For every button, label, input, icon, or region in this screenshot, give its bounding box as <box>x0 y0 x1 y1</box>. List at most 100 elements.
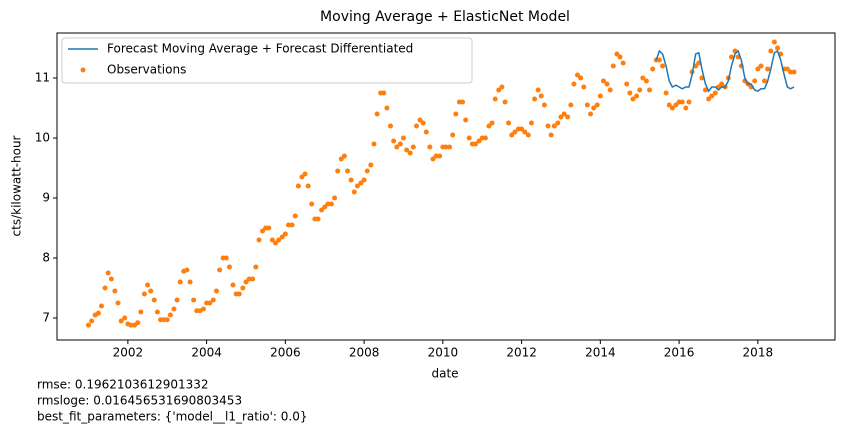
x-tick-label: 2004 <box>191 346 222 360</box>
observation-point <box>460 99 466 105</box>
legend-label: Observations <box>107 63 186 77</box>
observation-point <box>538 93 544 99</box>
observation-point <box>430 156 436 162</box>
forecast-line <box>655 49 795 93</box>
observation-point <box>174 297 180 303</box>
observation-point <box>535 87 541 93</box>
observation-point <box>108 276 114 282</box>
observation-point <box>164 317 170 323</box>
observation-point <box>345 168 351 174</box>
observation-point <box>482 135 488 141</box>
observation-point <box>525 132 531 138</box>
y-tick-label: 7 <box>42 310 50 324</box>
observation-point <box>167 312 173 318</box>
observation-point <box>322 204 328 210</box>
x-tick-label: 2012 <box>506 346 537 360</box>
chart-title: Moving Average + ElasticNet Model <box>320 9 570 25</box>
observation-point <box>292 213 298 219</box>
observation-point <box>561 111 567 117</box>
observation-point <box>151 297 157 303</box>
observation-point <box>187 279 193 285</box>
observation-point <box>295 183 301 189</box>
observation-point <box>400 135 406 141</box>
observation-point <box>506 120 512 126</box>
observation-point <box>512 129 518 135</box>
observation-point <box>98 303 104 309</box>
observation-point <box>509 132 515 138</box>
observation-point <box>466 135 472 141</box>
observation-point <box>358 180 364 186</box>
observation-point <box>565 114 571 120</box>
observation-point <box>755 66 761 72</box>
observation-point <box>663 90 669 96</box>
observation-point <box>666 102 672 108</box>
observation-point <box>571 81 577 87</box>
observation-point <box>374 111 380 117</box>
observation-point <box>368 162 374 168</box>
observation-point <box>610 63 616 69</box>
observation-point <box>299 174 305 180</box>
observation-point <box>683 105 689 111</box>
observation-point <box>135 320 141 326</box>
observation-point <box>433 153 439 159</box>
observation-point <box>650 66 656 72</box>
observation-point <box>686 99 692 105</box>
observation-point <box>226 264 232 270</box>
observation-point <box>775 45 781 51</box>
plot-frame <box>56 32 836 341</box>
x-axis-label: date <box>431 367 458 381</box>
observation-point <box>289 222 295 228</box>
observation-point <box>243 279 249 285</box>
observation-point <box>427 144 433 150</box>
observation-point <box>361 177 367 183</box>
observation-point <box>417 117 423 123</box>
annotation: best_fit_parameters: {'model__l1_ratio':… <box>37 410 308 424</box>
observation-point <box>541 102 547 108</box>
observation-point <box>712 90 718 96</box>
observation-point <box>719 81 725 87</box>
observation-point <box>371 141 377 147</box>
observation-point <box>148 288 154 294</box>
observation-point <box>771 39 777 45</box>
observation-point <box>447 144 453 150</box>
observation-point <box>640 75 646 81</box>
observation-point <box>348 177 354 183</box>
observation-point <box>250 276 256 282</box>
observation-point <box>486 123 492 129</box>
observation-point <box>624 81 630 87</box>
x-tick-label: 2010 <box>428 346 459 360</box>
observation-point <box>591 105 597 111</box>
observation-point <box>594 102 600 108</box>
observation-point <box>240 285 246 291</box>
observation-point <box>154 309 160 315</box>
annotation: rmsloge: 0.016456531690803453 <box>37 394 242 408</box>
observation-point <box>394 144 400 150</box>
observation-point <box>702 87 708 93</box>
observation-point <box>423 129 429 135</box>
observation-point <box>706 96 712 102</box>
observation-point <box>351 189 357 195</box>
observation-point <box>765 66 771 72</box>
observation-point <box>102 285 108 291</box>
observation-point <box>210 297 216 303</box>
observation-point <box>476 138 482 144</box>
observation-point <box>309 201 315 207</box>
observation-point <box>791 69 797 75</box>
observation-point <box>568 102 574 108</box>
x-tick-label: 2006 <box>270 346 301 360</box>
y-tick-label: 11 <box>35 70 50 84</box>
observation-point <box>453 111 459 117</box>
x-tick-label: 2018 <box>743 346 774 360</box>
observation-point <box>555 120 561 126</box>
observation-point <box>276 237 282 243</box>
observation-point <box>325 201 331 207</box>
observation-point <box>728 54 734 60</box>
observation-point <box>381 90 387 96</box>
observation-point <box>551 123 557 129</box>
observation-point <box>502 99 508 105</box>
observation-point <box>191 297 197 303</box>
observation-point <box>532 96 538 102</box>
observation-point <box>145 282 151 288</box>
observation-point <box>236 291 242 297</box>
